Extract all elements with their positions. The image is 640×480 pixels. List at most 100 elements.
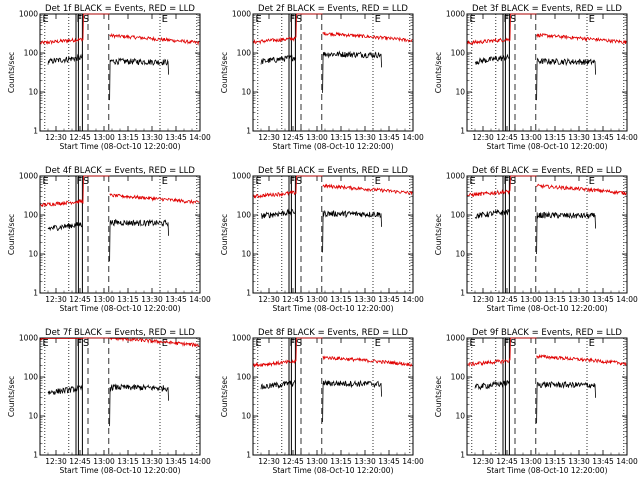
x-tick-label: 13:45	[378, 295, 400, 304]
y-tick-label: 1000	[446, 172, 465, 181]
y-tick-label: 1000	[446, 10, 465, 19]
events-series-post	[322, 379, 382, 423]
panel-title: Det 9f BLACK = Events, RED = LLD	[472, 328, 622, 338]
panel-det-6f: Det 6f BLACK = Events, RED = LLD 1 10 100 10…	[434, 166, 638, 313]
events-series-post	[322, 50, 382, 93]
marker-label-f: F	[76, 14, 82, 25]
x-tick-label: 13:30	[141, 133, 163, 142]
x-tick-label: 14:00	[402, 457, 424, 466]
marker-label-s: S	[83, 338, 89, 349]
x-tick-label: 12:30	[258, 295, 280, 304]
x-tick-label: 12:30	[45, 457, 67, 466]
y-tick-label: 1	[33, 127, 38, 136]
marker-label-f: F	[76, 176, 82, 187]
x-tick-label: 13:15	[544, 295, 566, 304]
panel-det-7f: Det 7f BLACK = Events, RED = LLD 1 10 100 10…	[7, 328, 211, 475]
y-axis-label: Counts/sec	[220, 52, 229, 93]
y-tick-label: 1	[33, 289, 38, 298]
x-tick-label: 12:45	[282, 133, 304, 142]
marker-label-e-end: E	[589, 14, 595, 25]
plot-frame	[39, 337, 201, 456]
x-tick-label: 12:45	[69, 295, 91, 304]
marker-label-f: F	[76, 338, 82, 349]
y-tick-label: 100	[24, 211, 39, 220]
x-tick-label: 13:00	[93, 295, 115, 304]
y-tick-label: 10	[455, 412, 465, 421]
x-tick-label: 13:15	[117, 457, 139, 466]
x-tick-label: 13:15	[117, 133, 139, 142]
marker-label-f: F	[289, 14, 295, 25]
marker-label-e-start: E	[469, 176, 475, 187]
marker-label-e-end: E	[375, 14, 381, 25]
events-series-post	[109, 218, 169, 262]
marker-label-s: S	[510, 338, 516, 349]
marker-label-f: F	[289, 176, 295, 187]
events-series-drop	[594, 214, 596, 229]
x-tick-label: 14:00	[616, 295, 638, 304]
events-series-pre	[474, 208, 511, 220]
y-tick-label: 10	[455, 88, 465, 97]
lld-series-post	[536, 183, 627, 196]
x-tick-label: 12:45	[282, 457, 304, 466]
panel-det-9f: Det 9f BLACK = Events, RED = LLD 1 10 100 10…	[434, 328, 638, 475]
events-series-drop	[167, 61, 169, 75]
y-tick-label: 1	[246, 451, 251, 460]
x-tick-label: 13:00	[306, 133, 328, 142]
events-series-pre	[474, 380, 511, 391]
x-axis-label: Start Time (08-Oct-10 12:20:00)	[486, 304, 607, 313]
plot-frame	[252, 13, 414, 132]
x-tick-label: 13:15	[544, 457, 566, 466]
y-tick-label: 1	[460, 289, 465, 298]
y-tick-label: 100	[451, 211, 466, 220]
x-tick-label: 13:45	[165, 133, 187, 142]
lld-series-pre	[253, 337, 323, 368]
x-tick-label: 13:15	[330, 295, 352, 304]
x-tick-label: 13:00	[306, 457, 328, 466]
y-tick-label: 100	[237, 49, 252, 58]
lld-series-post	[322, 31, 413, 43]
y-tick-label: 10	[241, 250, 251, 259]
x-tick-label: 13:00	[520, 133, 542, 142]
y-tick-label: 100	[237, 373, 252, 382]
marker-label-s: S	[83, 176, 89, 187]
x-tick-label: 13:45	[592, 133, 614, 142]
marker-label-e-end: E	[375, 176, 381, 187]
x-axis-label: Start Time (08-Oct-10 12:20:00)	[272, 304, 393, 313]
lld-series-pre	[467, 337, 537, 368]
y-axis-label: Counts/sec	[434, 376, 443, 417]
panel-det-2f: Det 2f BLACK = Events, RED = LLD 1 10 100 10…	[220, 4, 424, 151]
x-tick-label: 14:00	[402, 133, 424, 142]
marker-label-e-end: E	[162, 176, 168, 187]
lld-series-post	[536, 32, 627, 44]
marker-label-s: S	[510, 14, 516, 25]
marker-label-e-start: E	[255, 14, 261, 25]
x-tick-label: 14:00	[189, 133, 211, 142]
x-tick-label: 13:00	[520, 295, 542, 304]
marker-label-f: F	[503, 338, 509, 349]
x-tick-label: 13:45	[592, 457, 614, 466]
y-tick-label: 1	[460, 127, 465, 136]
y-axis-label: Counts/sec	[220, 376, 229, 417]
x-tick-label: 12:30	[472, 295, 494, 304]
x-tick-label: 13:00	[306, 295, 328, 304]
x-axis-label: Start Time (08-Oct-10 12:20:00)	[59, 142, 180, 151]
x-tick-label: 14:00	[189, 295, 211, 304]
y-tick-label: 10	[28, 250, 38, 259]
marker-label-s: S	[296, 338, 302, 349]
panel-det-5f: Det 5f BLACK = Events, RED = LLD 1 10 100 10…	[220, 166, 424, 313]
x-tick-label: 13:30	[141, 295, 163, 304]
x-tick-label: 12:45	[496, 295, 518, 304]
y-axis-label: Counts/sec	[434, 214, 443, 255]
panel-title: Det 1f BLACK = Events, RED = LLD	[45, 4, 195, 14]
lld-series-post	[109, 32, 200, 46]
x-axis-label: Start Time (08-Oct-10 12:20:00)	[59, 304, 180, 313]
marker-label-e-end: E	[589, 338, 595, 349]
y-axis-label: Counts/sec	[7, 376, 16, 417]
x-tick-label: 13:30	[568, 133, 590, 142]
y-tick-label: 1	[246, 127, 251, 136]
panel-title: Det 8f BLACK = Events, RED = LLD	[258, 328, 408, 338]
y-axis-label: Counts/sec	[220, 214, 229, 255]
marker-label-f: F	[503, 176, 509, 187]
x-tick-label: 13:00	[520, 457, 542, 466]
x-tick-label: 13:15	[117, 295, 139, 304]
